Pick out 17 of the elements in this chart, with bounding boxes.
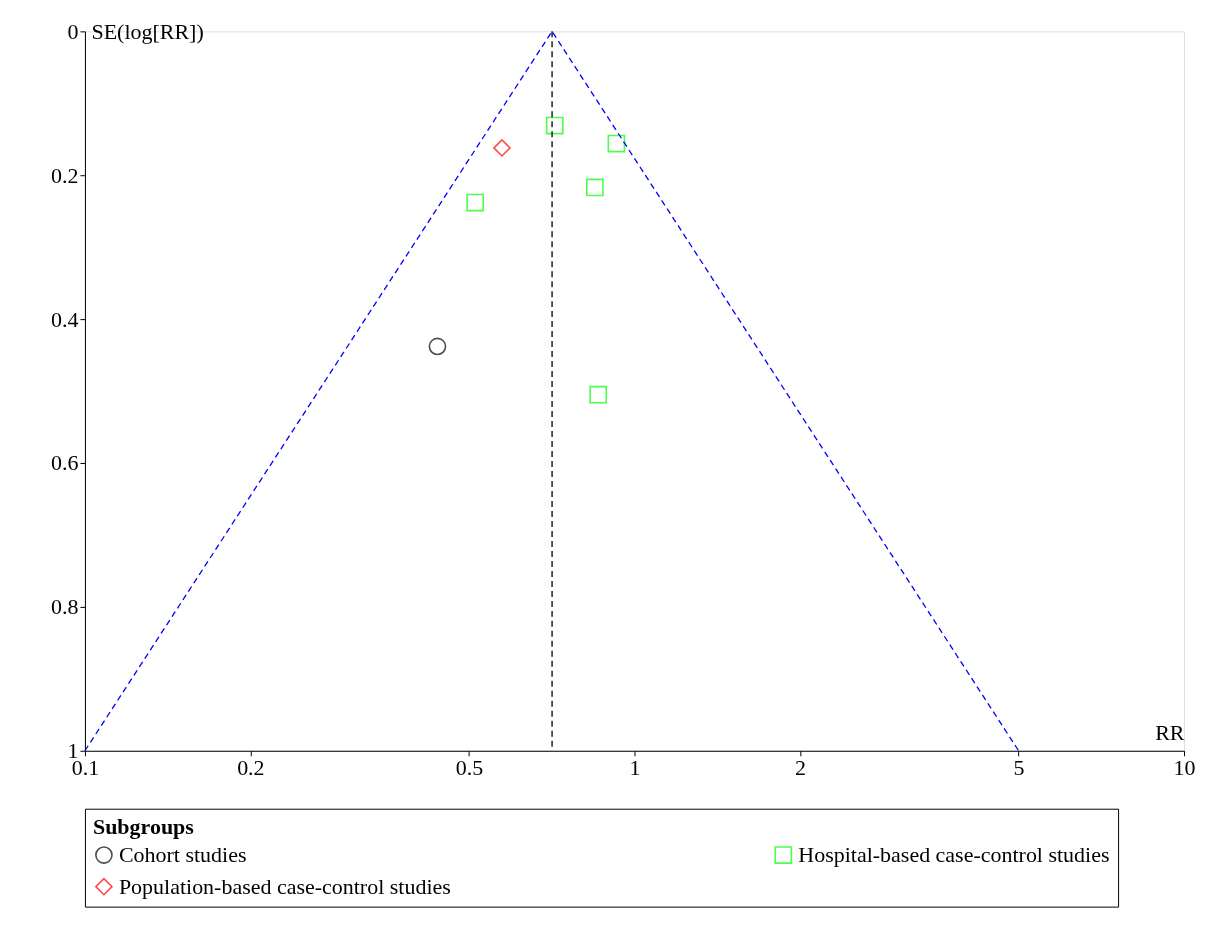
- legend-label: Cohort studies: [118, 842, 247, 868]
- x-axis-title: RR: [1155, 720, 1185, 746]
- y-tick-label: 0.8: [50, 594, 79, 620]
- x-tick-label: 2: [794, 755, 806, 781]
- legend-title: Subgroups: [92, 813, 195, 839]
- x-tick-label: 0.5: [455, 755, 484, 781]
- legend-label: Population-based case-control studies: [118, 873, 451, 899]
- x-tick-label: 5: [1013, 755, 1025, 781]
- y-axis-title: SE(log[RR]): [91, 18, 204, 44]
- y-tick-label: 0: [67, 18, 79, 44]
- x-tick-label: 1: [629, 755, 641, 781]
- legend-label: Hospital-based case-control studies: [798, 842, 1110, 868]
- y-tick-label: 0.2: [50, 162, 79, 188]
- x-tick-label: 10: [1173, 755, 1196, 781]
- y-tick-label: 0.6: [50, 450, 79, 476]
- y-tick-label: 0.4: [50, 306, 79, 332]
- x-tick-label: 0.2: [237, 755, 265, 781]
